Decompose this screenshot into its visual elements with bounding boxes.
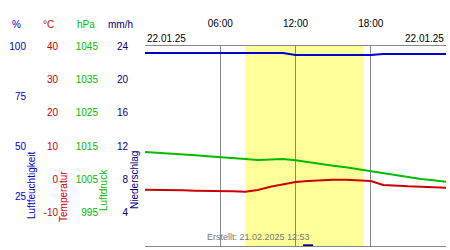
- svg-text:4: 4: [122, 207, 128, 218]
- svg-text:25: 25: [15, 191, 27, 202]
- svg-text:1035: 1035: [76, 74, 99, 85]
- svg-text:hPa: hPa: [77, 19, 95, 30]
- svg-text:°C: °C: [43, 19, 54, 30]
- svg-text:0: 0: [52, 174, 58, 185]
- svg-text:06:00: 06:00: [208, 18, 233, 29]
- svg-text:22.01.25: 22.01.25: [147, 33, 186, 44]
- svg-text:30: 30: [47, 74, 59, 85]
- svg-text:995: 995: [81, 207, 98, 218]
- svg-text:1015: 1015: [76, 141, 99, 152]
- svg-text:75: 75: [15, 91, 27, 102]
- svg-text:mm/h: mm/h: [108, 19, 133, 30]
- svg-text:-10: -10: [44, 207, 59, 218]
- svg-text:12: 12: [117, 141, 129, 152]
- svg-text:40: 40: [47, 41, 59, 52]
- svg-text:%: %: [12, 19, 21, 30]
- svg-text:50: 50: [15, 141, 27, 152]
- svg-text:Niederschlag: Niederschlag: [129, 151, 140, 209]
- svg-text:24: 24: [117, 41, 129, 52]
- svg-text:22.01.25: 22.01.25: [405, 33, 444, 44]
- svg-text:Erstellt: 21.02.2025 12:53: Erstellt: 21.02.2025 12:53: [207, 232, 310, 242]
- svg-text:Temperatur: Temperatur: [58, 171, 69, 222]
- svg-text:20: 20: [117, 74, 129, 85]
- svg-text:12:00: 12:00: [283, 18, 308, 29]
- svg-text:8: 8: [122, 174, 128, 185]
- svg-text:Luftdruck: Luftdruck: [98, 169, 109, 211]
- svg-text:20: 20: [47, 107, 59, 118]
- svg-text:1005: 1005: [76, 174, 99, 185]
- svg-text:16: 16: [117, 107, 129, 118]
- svg-text:Luftfeuchtigkeit: Luftfeuchtigkeit: [26, 152, 37, 219]
- svg-text:100: 100: [9, 41, 26, 52]
- svg-text:1025: 1025: [76, 107, 99, 118]
- svg-text:1045: 1045: [76, 41, 99, 52]
- svg-text:10: 10: [47, 141, 59, 152]
- svg-text:18:00: 18:00: [358, 18, 383, 29]
